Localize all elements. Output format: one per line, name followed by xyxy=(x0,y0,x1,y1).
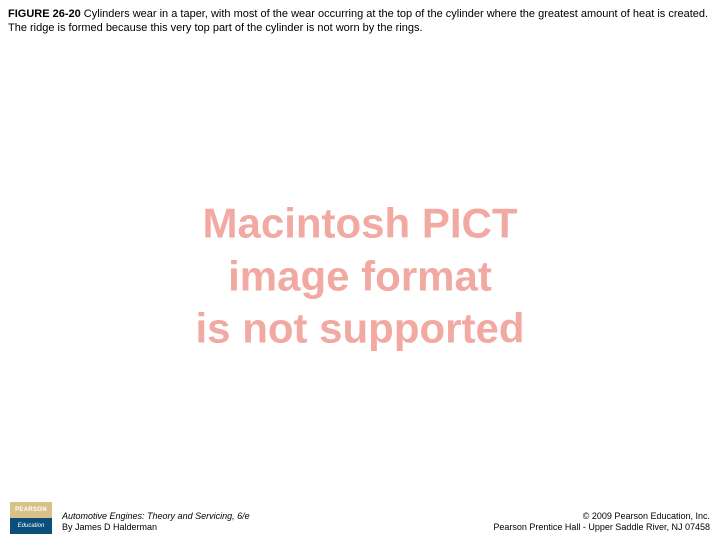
placeholder-line-3: is not supported xyxy=(196,303,525,356)
image-placeholder: Macintosh PICT image format is not suppo… xyxy=(196,198,525,355)
figure-caption: FIGURE 26-20 Cylinders wear in a taper, … xyxy=(0,0,720,36)
copyright-text: © 2009 Pearson Education, Inc. xyxy=(493,511,710,523)
logo-top-text: PEARSON xyxy=(10,502,52,518)
placeholder-line-1: Macintosh PICT xyxy=(196,198,525,251)
publisher-address: Pearson Prentice Hall - Upper Saddle Riv… xyxy=(493,522,710,534)
figure-label: FIGURE 26-20 xyxy=(8,8,81,20)
slide-footer: PEARSON Education Automotive Engines: Th… xyxy=(0,502,720,534)
figure-text: Cylinders wear in a taper, with most of … xyxy=(8,8,708,34)
pearson-logo: PEARSON Education xyxy=(10,502,52,534)
logo-bottom-text: Education xyxy=(10,518,52,534)
placeholder-line-2: image format xyxy=(196,250,525,302)
book-author: By James D Halderman xyxy=(62,522,250,534)
book-title: Automotive Engines: Theory and Servicing… xyxy=(62,511,250,523)
footer-left: Automotive Engines: Theory and Servicing… xyxy=(62,511,250,534)
footer-right: © 2009 Pearson Education, Inc. Pearson P… xyxy=(493,511,710,534)
